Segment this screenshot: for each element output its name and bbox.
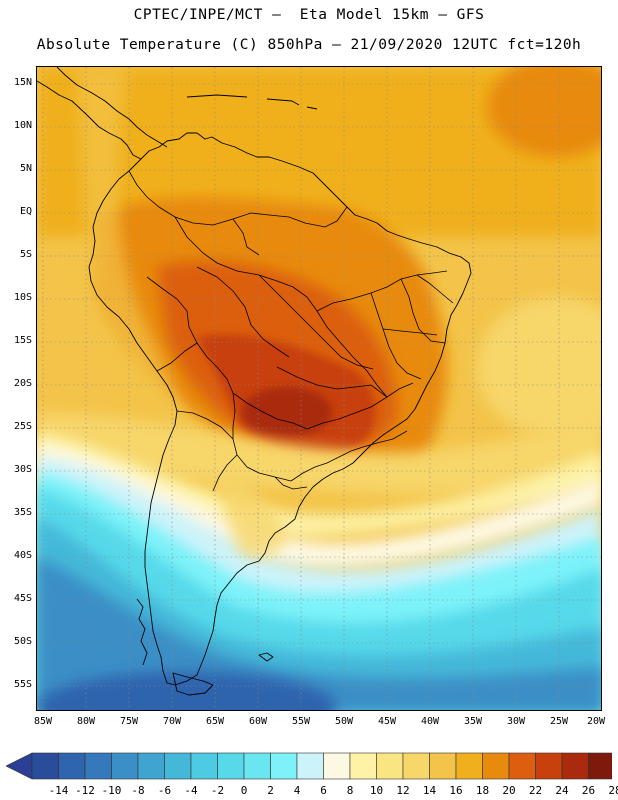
colorbar-tick-label: -8 (131, 784, 145, 797)
colorbar-tick-label: 20 (502, 784, 516, 797)
lat-label-40s: 40S (13, 550, 32, 561)
colorbar-swatch (482, 752, 510, 780)
lat-label-15s: 15S (13, 335, 32, 346)
colorbar-tick-label: -2 (210, 784, 225, 797)
coastlines (37, 67, 472, 696)
field-band-minus8 (37, 557, 601, 710)
colorbar-swatch (376, 752, 404, 780)
colorbar-tick-label: -14 (48, 784, 69, 797)
colorbar-swatch (58, 752, 86, 780)
lon-label-25w: 25W (549, 716, 569, 727)
lon-label-20w: 20W (586, 716, 606, 727)
colorbar-tick-label: -6 (157, 784, 172, 797)
country-borders (128, 170, 454, 492)
colorbar-swatch (296, 752, 324, 780)
colorbar-swatch (217, 752, 245, 780)
lat-label-50s: 50S (13, 636, 32, 647)
title-line-2: Absolute Temperature (C) 850hPa – 21/09/… (36, 37, 582, 53)
colorbar-swatch (349, 752, 377, 780)
colorbar-tick-label: 22 (528, 784, 543, 797)
colorbar-swatch (84, 752, 112, 780)
lon-label-80w: 80W (76, 716, 96, 727)
field-band-minus12 (37, 672, 337, 710)
field-ne-atlantic (487, 67, 601, 157)
field-east-yellow (477, 297, 601, 437)
colorbar-tick-label: 14 (422, 784, 437, 797)
lon-label-50w: 50W (334, 716, 354, 727)
colorbar-tick-label: -10 (101, 784, 122, 797)
colorbar-tick-label: 28 (608, 784, 618, 797)
temperature-map (36, 66, 602, 711)
colorbar-swatch (508, 752, 536, 780)
lat-label-5n: 5N (19, 163, 32, 174)
colorbar-under-arrow (6, 752, 33, 780)
colorbar-swatch (31, 752, 59, 780)
lon-label-70w: 70W (162, 716, 182, 727)
lat-label-55s: 55S (13, 679, 32, 690)
field-core-26 (242, 387, 332, 437)
colorbar-tick-label: 18 (475, 784, 490, 797)
colorbar-swatch (402, 752, 430, 780)
lat-label-eq: EQ (19, 206, 32, 217)
colorbar-tick-label: 12 (396, 784, 410, 797)
colorbar-tick-label: 24 (555, 784, 569, 797)
lon-label-60w: 60W (248, 716, 268, 727)
lat-label-10s: 10S (13, 292, 32, 303)
colorbar-tick-label: 16 (449, 784, 463, 797)
colorbar-swatch (111, 752, 139, 780)
colorbar-tick-label: 2 (267, 784, 274, 797)
lon-label-40w: 40W (420, 716, 440, 727)
lon-label-65w: 65W (205, 716, 225, 727)
colorbar-swatch (429, 752, 457, 780)
lat-label-35s: 35S (13, 507, 32, 518)
colorbar-swatch (561, 752, 589, 780)
lon-label-55w: 55W (291, 716, 311, 727)
field-band-6 (37, 442, 601, 569)
lat-label-5s: 5S (19, 249, 32, 260)
colorbar-swatch (164, 752, 192, 780)
colorbar-swatch (270, 752, 298, 780)
colorbar-tick-label: 0 (240, 784, 248, 797)
lon-label-45w: 45W (377, 716, 397, 727)
field-band-16 (37, 412, 601, 495)
lat-label-15n: 15N (13, 77, 32, 88)
colorbar-swatch (243, 752, 271, 780)
colorbar-swatch (323, 752, 351, 780)
lon-label-30w: 30W (506, 716, 526, 727)
colorbar-tick-label: 10 (369, 784, 384, 797)
colorbar (6, 752, 612, 780)
colorbar-tick-label: 4 (293, 784, 301, 797)
colorbar-tick-label: 6 (320, 784, 327, 797)
lat-label-45s: 45S (13, 593, 32, 604)
colorbar-tick-label: -12 (75, 784, 95, 797)
lat-label-25s: 25S (13, 421, 32, 432)
colorbar-tick-label: 26 (581, 784, 596, 797)
lat-label-20s: 20S (13, 378, 32, 389)
field-warm-tongue (207, 457, 287, 558)
field-andes-cool (77, 67, 187, 437)
lat-label-10n: 10N (13, 120, 32, 131)
colorbar-swatch (137, 752, 165, 780)
lon-label-75w: 75W (119, 716, 139, 727)
lat-label-30s: 30S (13, 464, 32, 475)
lon-label-85w: 85W (33, 716, 53, 727)
colorbar-swatch (190, 752, 218, 780)
title-line-1: CPTEC/INPE/MCT – Eta Model 15km – GFS (133, 7, 485, 23)
colorbar-swatch (455, 752, 483, 780)
colorbar-tick-label: -4 (184, 784, 198, 797)
lon-label-35w: 35W (463, 716, 483, 727)
colorbar-swatch (535, 752, 563, 780)
colorbar-swatch (588, 752, 612, 780)
colorbar-tick-label: 8 (346, 784, 354, 797)
